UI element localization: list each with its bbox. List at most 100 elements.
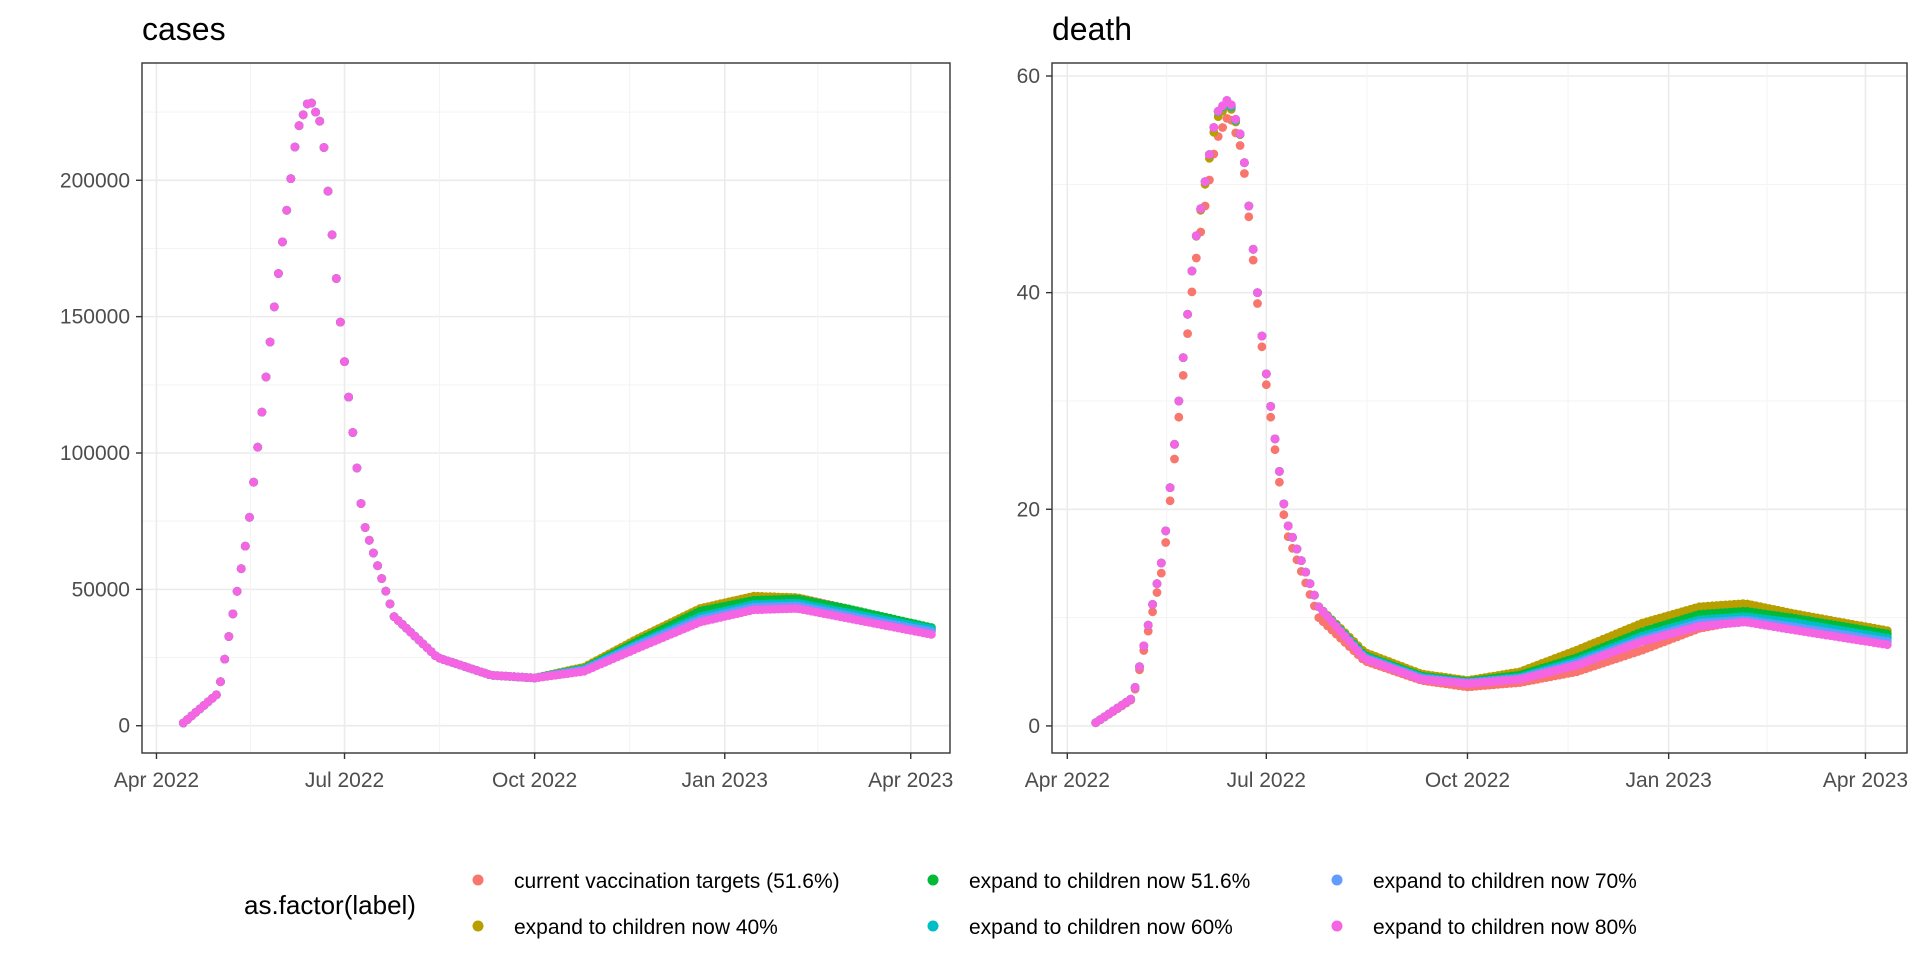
data-point <box>1275 477 1284 487</box>
data-point <box>1191 231 1201 241</box>
legend-item-1: expand to children now 40% <box>472 916 778 939</box>
data-point <box>1270 445 1280 455</box>
data-point <box>228 609 238 619</box>
cases-x-axis: Apr 2022 Jul 2022 Oct 2022 Jan 2023 Apr 2023 <box>114 753 953 792</box>
death-plot-border <box>1051 62 1908 754</box>
data-point <box>1305 579 1315 589</box>
y-tick-label: 150000 <box>60 306 130 329</box>
y-tick-label: 20 <box>1017 498 1040 521</box>
data-point <box>274 269 283 278</box>
data-point <box>1183 309 1192 319</box>
legend-key-4 <box>1331 874 1343 886</box>
data-point <box>1196 204 1206 214</box>
data-point <box>1266 402 1276 411</box>
data-point <box>352 463 362 473</box>
data-point <box>1283 521 1293 531</box>
data-point <box>1270 434 1280 444</box>
death-y-axis: 0 20 40 60 <box>1017 65 1052 738</box>
cases-y-axis: 0 50000 100000 150000 200000 <box>60 169 142 738</box>
legend-label-4: expand to children now 70% <box>1373 870 1637 893</box>
data-point <box>369 548 378 558</box>
data-point <box>1209 123 1219 132</box>
x-tick-label: Apr 2022 <box>114 769 199 792</box>
legend: as.factor(label) current vaccination tar… <box>244 870 1637 939</box>
legend-label-2: expand to children now 51.6% <box>969 870 1250 893</box>
data-point <box>290 142 300 152</box>
data-point <box>1156 568 1166 578</box>
legend-label-1: expand to children now 40% <box>514 916 778 939</box>
data-point <box>1152 579 1162 589</box>
x-tick-label: Oct 2022 <box>1425 769 1510 792</box>
data-point <box>1257 342 1267 352</box>
cases-title: cases <box>142 11 226 47</box>
death-points <box>1091 96 1892 728</box>
data-point <box>1296 556 1306 565</box>
data-point <box>1170 454 1179 464</box>
data-point <box>1253 299 1262 308</box>
data-point <box>1165 483 1175 492</box>
data-point <box>1139 641 1149 651</box>
data-point <box>1279 499 1289 509</box>
data-point <box>1205 150 1214 159</box>
data-point <box>1279 510 1289 520</box>
cases-grid <box>142 63 950 753</box>
data-point <box>373 561 382 571</box>
data-point <box>298 110 308 120</box>
data-point <box>1301 567 1311 577</box>
data-point <box>224 632 234 641</box>
x-tick-label: Apr 2023 <box>1823 769 1908 792</box>
data-point <box>327 230 337 240</box>
data-point <box>311 107 320 117</box>
y-tick-label: 50000 <box>72 578 130 601</box>
legend-item-5: expand to children now 80% <box>1331 916 1637 939</box>
series-5 <box>178 98 936 728</box>
data-point <box>1165 496 1175 506</box>
data-point <box>1253 288 1262 297</box>
data-point <box>278 237 287 247</box>
data-point <box>1174 396 1184 406</box>
data-point <box>377 574 387 583</box>
data-point <box>1183 329 1192 338</box>
data-point <box>265 337 275 347</box>
data-point <box>269 302 279 312</box>
data-point <box>286 174 296 184</box>
data-point <box>294 121 304 131</box>
data-point <box>340 357 349 366</box>
data-point <box>1152 588 1162 597</box>
data-point <box>307 98 316 108</box>
data-point <box>1261 380 1271 390</box>
data-point <box>1235 141 1245 150</box>
data-point <box>927 630 936 639</box>
data-point <box>1244 201 1254 211</box>
data-point <box>1275 467 1284 476</box>
data-point <box>1240 158 1249 168</box>
data-point <box>336 317 345 327</box>
legend-label-0: current vaccination targets (51.6%) <box>514 870 840 893</box>
legend-label-5: expand to children now 80% <box>1373 916 1637 939</box>
legend-key-0 <box>472 874 484 886</box>
legend-key-3 <box>927 920 939 932</box>
death-plot-background <box>1052 63 1907 753</box>
data-point <box>1231 114 1241 124</box>
death-panel: death 0 20 40 60 Apr 2022 Jul 2022 Oct 2022 Ja… <box>1017 11 1908 792</box>
cases-panel: cases 0 50000 100000 150000 200000 Apr 2022 J… <box>60 11 953 792</box>
data-point <box>1135 662 1144 672</box>
data-point <box>1161 538 1171 547</box>
legend-label-3: expand to children now 60% <box>969 916 1233 939</box>
x-tick-label: Apr 2023 <box>868 769 953 792</box>
data-point <box>1200 177 1210 187</box>
legend-title: as.factor(label) <box>244 890 416 920</box>
data-point <box>1257 331 1267 341</box>
legend-item-0: current vaccination targets (51.6%) <box>472 870 840 893</box>
y-tick-label: 40 <box>1017 282 1040 305</box>
data-point <box>1240 169 1249 178</box>
data-point <box>216 677 225 687</box>
data-point <box>261 372 271 382</box>
legend-item-4: expand to children now 70% <box>1331 870 1637 893</box>
y-tick-label: 0 <box>118 715 130 738</box>
data-point <box>1178 353 1188 362</box>
data-point <box>1178 371 1188 380</box>
data-point <box>1156 558 1166 568</box>
y-tick-label: 100000 <box>60 442 130 465</box>
